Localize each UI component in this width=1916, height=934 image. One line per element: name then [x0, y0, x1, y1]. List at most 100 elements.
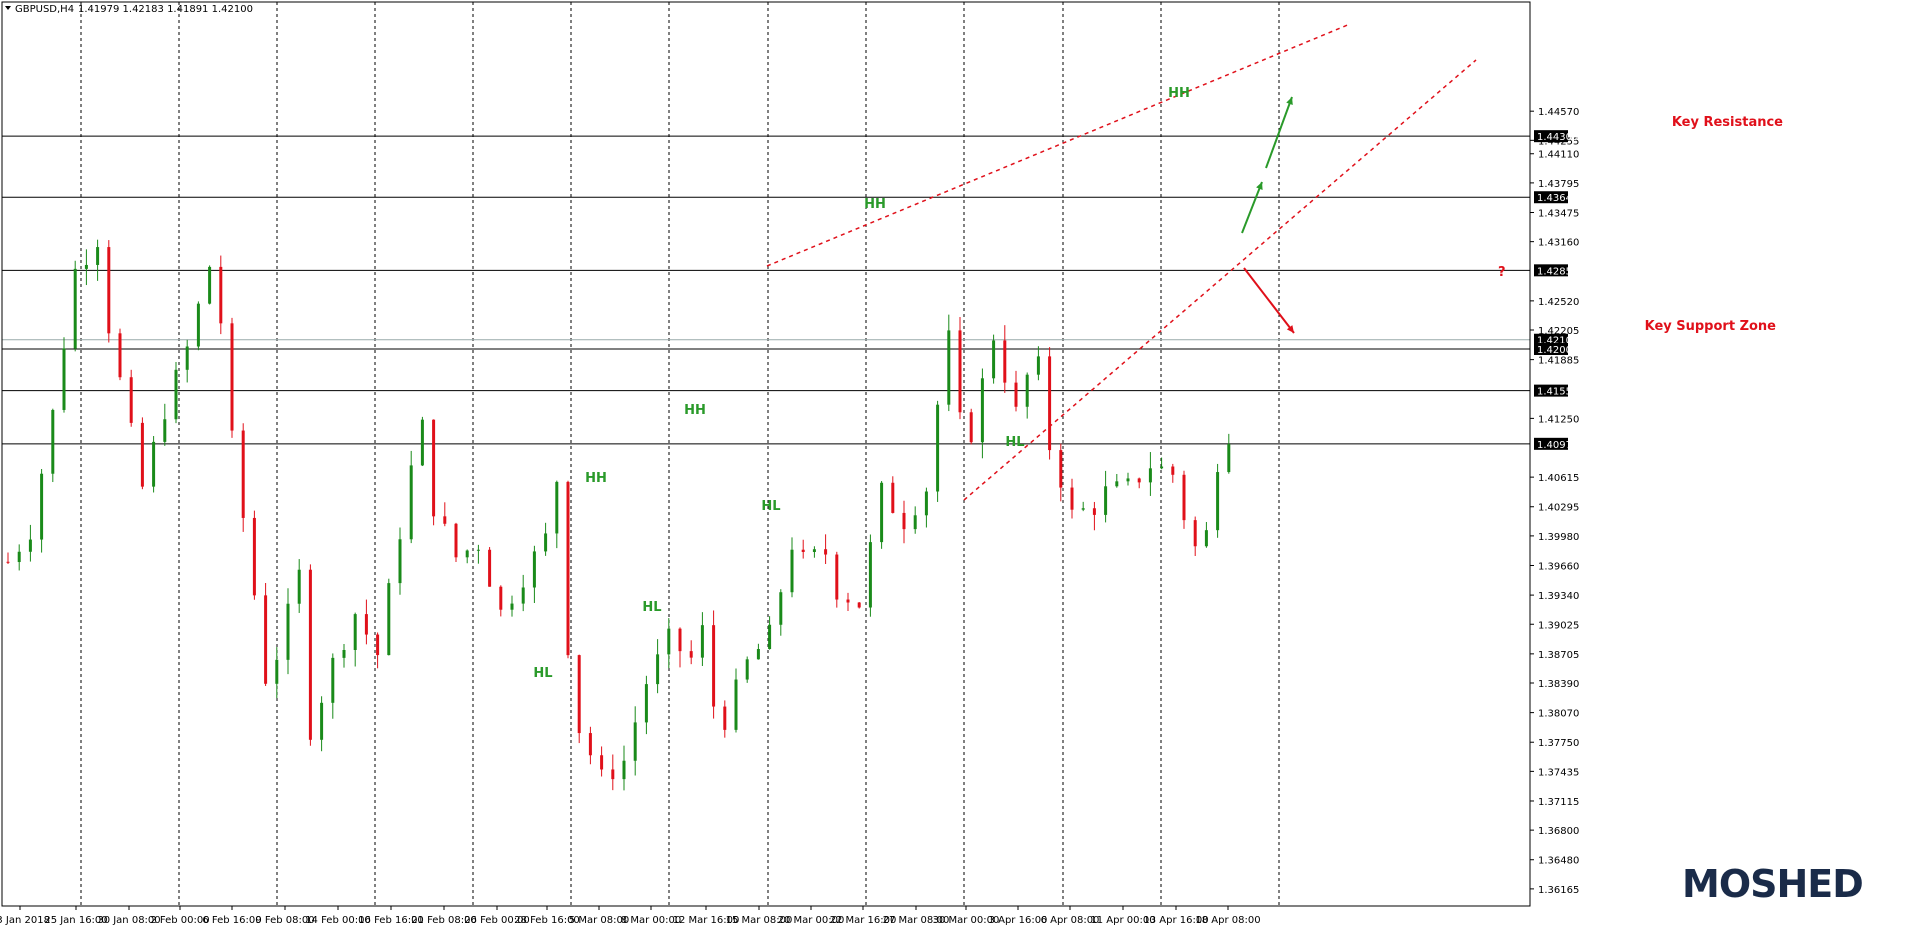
- bull-candle-body: [152, 441, 156, 487]
- time-tick-label: 2 Feb 00:00: [150, 915, 209, 926]
- bull-candle-body: [913, 515, 917, 530]
- bear-candle-body: [1092, 508, 1096, 515]
- bear-candle-body: [1137, 478, 1141, 483]
- level-price-box: [1534, 191, 1568, 204]
- bull-candle-body: [353, 614, 357, 650]
- time-tick-label: 30 Jan 08:00: [97, 915, 160, 926]
- header-dropdown-icon[interactable]: [5, 6, 11, 10]
- bull-candle-body: [936, 404, 940, 492]
- bull-candle-body: [286, 603, 290, 660]
- channel-trendline: [766, 23, 1351, 267]
- level-price-text: 1.43640: [1537, 193, 1578, 204]
- bull-candle-body: [73, 268, 77, 349]
- price-tick-label: 1.42205: [1538, 326, 1579, 337]
- bull-candle-body: [163, 419, 167, 442]
- bullish-arrow-head: [1286, 97, 1293, 105]
- bear-candle-body: [118, 333, 122, 378]
- price-tick-label: 1.44570: [1538, 107, 1579, 118]
- bear-candle-body: [454, 523, 458, 558]
- bear-candle-body: [252, 517, 256, 596]
- bull-candle-body: [1204, 530, 1208, 547]
- bull-candle-body: [409, 465, 413, 540]
- time-tick-label: 5 Mar 08:00: [569, 915, 629, 926]
- higher-high-label: HH: [585, 471, 607, 486]
- bull-candle-body: [17, 551, 21, 563]
- higher-low-label: HL: [1005, 435, 1024, 450]
- bull-candle-body: [51, 409, 55, 474]
- bull-candle-body: [980, 378, 984, 443]
- bear-candle-body: [1059, 450, 1063, 488]
- bear-candle-body: [835, 554, 839, 600]
- bear-candle-body: [219, 266, 223, 324]
- higher-low-label: HL: [533, 666, 552, 681]
- bull-candle-body: [331, 657, 335, 703]
- bull-candle-body: [1104, 486, 1108, 515]
- bear-candle-body: [1014, 382, 1018, 407]
- bull-candle-body: [1126, 478, 1130, 482]
- bull-candle-body: [756, 649, 760, 660]
- bear-candle-body: [1182, 474, 1186, 521]
- chart-header-ohlc: 1.41979 1.42183 1.41891 1.42100: [78, 4, 253, 15]
- bull-candle-body: [1081, 508, 1085, 510]
- key-resistance-label: Key Resistance: [1672, 115, 1783, 130]
- price-tick-label: 1.38390: [1538, 679, 1579, 690]
- bearish-arrow: [1243, 267, 1295, 334]
- higher-high-label: HH: [684, 403, 706, 418]
- bull-candle-body: [510, 603, 514, 610]
- bear-candle-body: [241, 430, 245, 518]
- price-tick-label: 1.38070: [1538, 709, 1579, 720]
- chart-header-symbol: GBPUSD,H4: [15, 4, 74, 15]
- time-tick-label: 12 Mar 16:00: [673, 915, 740, 926]
- higher-low-label: HL: [642, 600, 661, 615]
- bear-candle-body: [611, 769, 615, 780]
- bear-candle-body: [824, 549, 828, 555]
- bull-candle-body: [622, 760, 626, 780]
- bull-candle-body: [40, 473, 44, 540]
- bull-candle-body: [1216, 472, 1220, 531]
- bull-candle-body: [1025, 374, 1029, 407]
- bull-candle-body: [1036, 356, 1040, 375]
- price-tick-label: 1.36480: [1538, 856, 1579, 867]
- forecast-arrows: [1241, 96, 1295, 334]
- time-tick-label: 26 Feb 00:00: [464, 915, 530, 926]
- swing-labels: HH HH HH HH HL HL HL HL: [533, 86, 1189, 681]
- bull-candle-body: [1160, 466, 1164, 469]
- bull-candle-body: [342, 649, 346, 658]
- bear-candle-body: [499, 586, 503, 610]
- price-tick-label: 1.39660: [1538, 561, 1579, 572]
- bull-candle-body: [745, 659, 749, 680]
- time-tick-label: 21 Feb 08:00: [411, 915, 477, 926]
- level-price-text: 1.41550: [1537, 387, 1578, 398]
- time-tick-label: 15 Mar 08:00: [726, 915, 793, 926]
- bear-candle-body: [857, 602, 861, 608]
- bull-candle-body: [812, 549, 816, 552]
- bear-candle-body: [6, 561, 10, 563]
- bull-candle-body: [779, 592, 783, 625]
- plot-frame: [1, 1, 1531, 907]
- price-tick-label: 1.40615: [1538, 473, 1579, 484]
- bear-candle-body: [140, 422, 144, 487]
- bear-candle-body: [488, 549, 492, 587]
- bull-candle-body: [544, 533, 548, 552]
- bear-candle-body: [443, 516, 447, 524]
- time-tick-label: 16 Feb 16:00: [358, 915, 424, 926]
- bear-candle-body: [308, 569, 312, 740]
- time-tick-label: 14 Feb 00:00: [305, 915, 371, 926]
- bullish-arrow: [1241, 181, 1263, 234]
- bear-candle-body: [1171, 466, 1175, 475]
- time-tick-label: 8 Mar 00:00: [621, 915, 681, 926]
- bull-candle-body: [924, 491, 928, 516]
- bear-candle-body: [1070, 487, 1074, 510]
- bull-candle-body: [868, 542, 872, 608]
- price-tick-label: 1.37750: [1538, 738, 1579, 749]
- bear-candle-body: [432, 419, 436, 517]
- price-tick-label: 1.43795: [1538, 179, 1579, 190]
- bull-candle-body: [62, 348, 66, 410]
- bull-candle-body: [1115, 481, 1119, 487]
- time-tick-label: 6 Apr 08:00: [1041, 915, 1100, 926]
- bear-candle-body: [566, 481, 570, 656]
- price-tick-label: 1.44110: [1538, 150, 1579, 161]
